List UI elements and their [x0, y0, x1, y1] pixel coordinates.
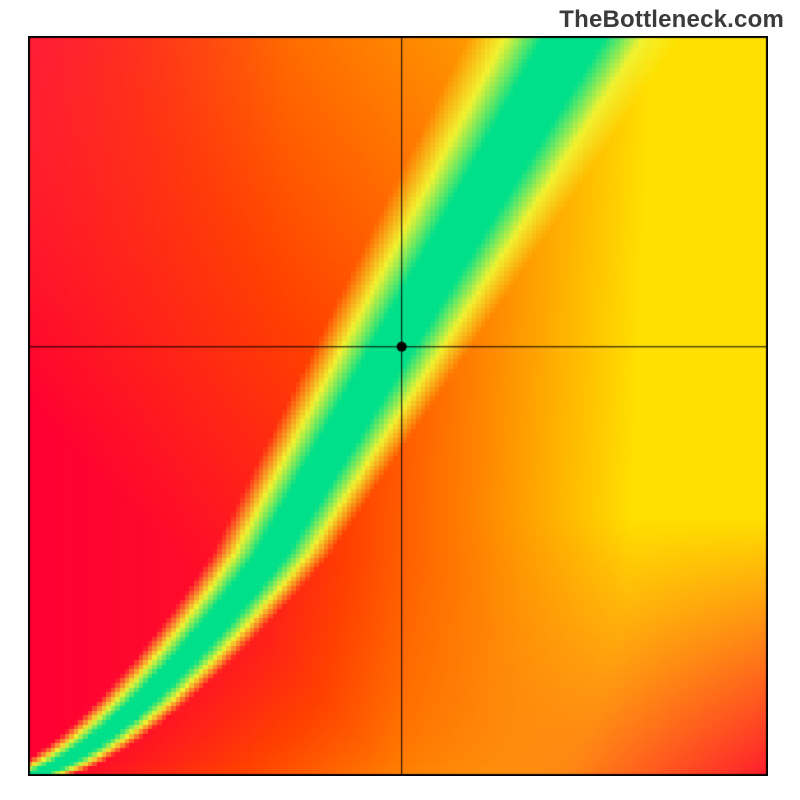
- watermark-text: TheBottleneck.com: [559, 6, 784, 34]
- figure-root: TheBottleneck.com: [0, 0, 800, 800]
- bottleneck-heatmap: [28, 36, 768, 776]
